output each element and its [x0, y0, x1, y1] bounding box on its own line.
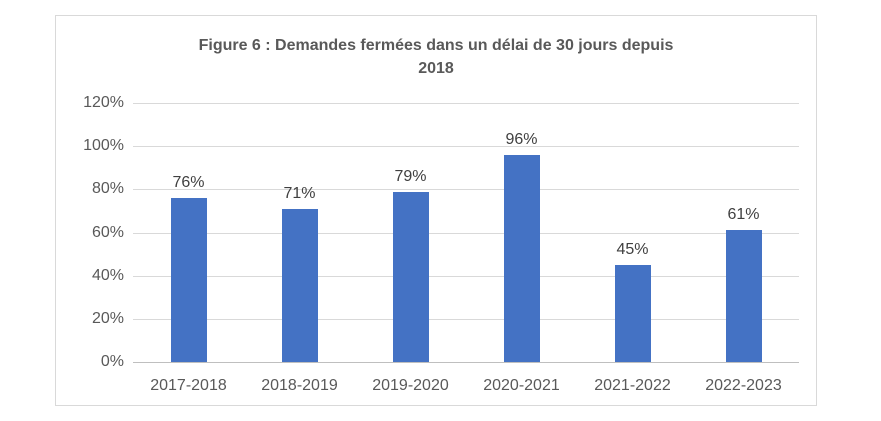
bar-value-label: 71%	[283, 184, 316, 202]
gridline	[133, 189, 799, 191]
bar-value-label: 96%	[505, 130, 538, 148]
bar-2020-2021	[503, 154, 540, 362]
bar-value-label: 79%	[394, 167, 427, 185]
x-axis-label: 2022-2023	[705, 377, 782, 394]
bar-slot: 79%	[355, 103, 466, 362]
y-axis-tick-label: 60%	[91, 223, 124, 241]
chart-title-line1: Figure 6 : Demandes fermées dans un déla…	[198, 37, 674, 54]
chart-title-line2: 2018	[418, 60, 454, 77]
bar-value-label: 61%	[727, 206, 760, 224]
gridline	[133, 318, 799, 320]
bar-2017-2018	[170, 197, 207, 362]
bar-value-label: 76%	[172, 173, 205, 191]
gridline	[133, 103, 799, 104]
y-axis-tick-label: 0%	[100, 353, 124, 370]
plot-area: 76% 71% 79% 96% 45% 61%	[133, 103, 799, 363]
bar-slot: 76%	[133, 103, 244, 362]
bar-slot: 45%	[577, 103, 688, 362]
x-axis-label: 2018-2019	[261, 377, 338, 394]
x-axis-label: 2017-2018	[150, 377, 227, 394]
y-axis-tick-label: 40%	[91, 266, 124, 284]
x-axis-line	[133, 362, 799, 363]
x-axis-label: 2019-2020	[372, 377, 449, 394]
y-axis-tick-label: 120%	[83, 94, 124, 111]
chart-frame: Figure 6 : Demandes fermées dans un déla…	[55, 15, 817, 406]
chart-title: Figure 6 : Demandes fermées dans un déla…	[56, 34, 816, 80]
bar-2022-2023	[725, 230, 762, 362]
x-axis-label: 2020-2021	[483, 377, 560, 394]
y-axis-tick-label: 20%	[91, 309, 124, 327]
bar-2018-2019	[281, 208, 318, 362]
x-axis-labels: 2017-2018 2018-2019 2019-2020 2020-2021 2021…	[133, 377, 799, 397]
y-axis-tick-labels: 0% 20% 40% 60% 80% 100% 120%	[56, 94, 124, 370]
bar-slot: 61%	[688, 103, 799, 362]
gridline	[133, 146, 799, 148]
y-axis-tick-label: 80%	[91, 180, 124, 198]
gridline	[133, 275, 799, 277]
bar-slot: 96%	[466, 103, 577, 362]
gridline	[133, 232, 799, 234]
bar-slot: 71%	[244, 103, 355, 362]
bar-2019-2020	[392, 191, 429, 362]
bar-value-label: 45%	[616, 240, 649, 258]
bar-2021-2022	[614, 264, 651, 362]
y-axis-tick-label: 100%	[83, 137, 124, 155]
x-axis-label: 2021-2022	[594, 377, 671, 394]
